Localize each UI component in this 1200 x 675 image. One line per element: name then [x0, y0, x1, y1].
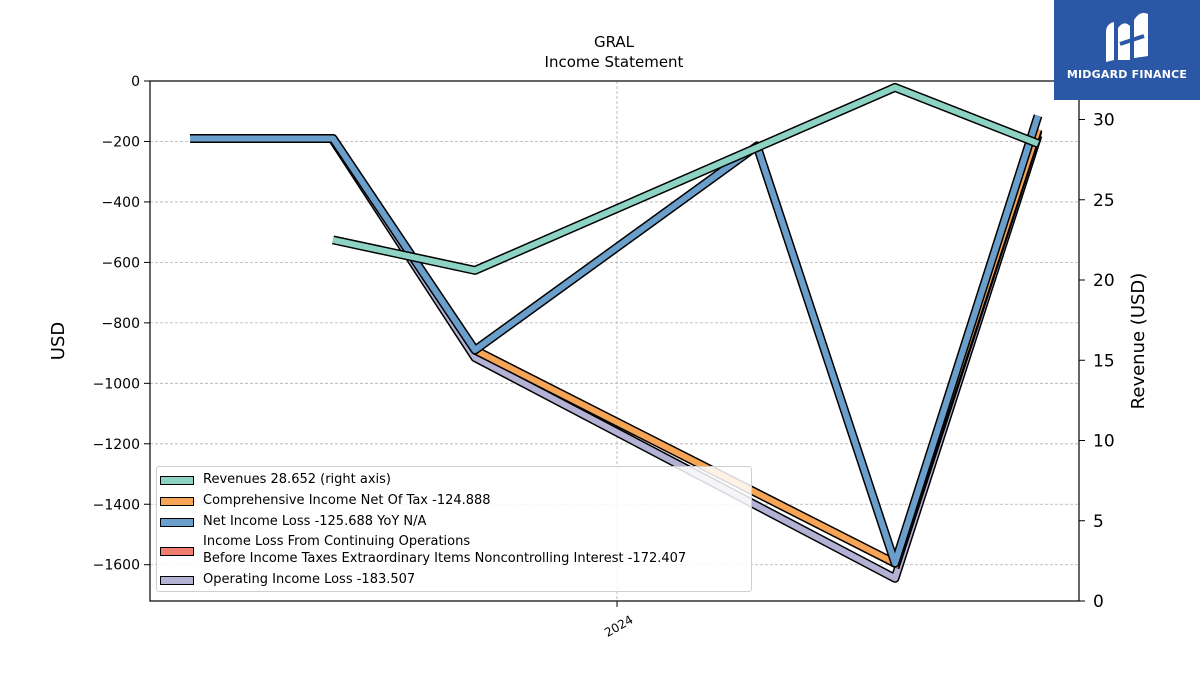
chart-subtitle: Income Statement	[545, 53, 684, 71]
y2-tick-label: 25	[1093, 191, 1115, 211]
y-tick-label: 0	[131, 74, 140, 90]
y2-tick-label: 20	[1093, 271, 1115, 291]
y2-tick-label: 30	[1093, 111, 1115, 131]
legend-label-line2: Before Income Taxes Extraordinary Items …	[203, 551, 687, 566]
y2-tick-label: 15	[1093, 351, 1115, 371]
series-stroke	[332, 84, 1040, 274]
legend-label: Operating Income Loss -183.507	[203, 572, 416, 587]
y-tick-label: −600	[102, 255, 140, 271]
chart-legend: Revenues 28.652 (right axis) Comprehensi…	[156, 466, 752, 592]
chart-title: GRAL	[594, 33, 635, 51]
net-income-loss-line	[190, 114, 1043, 568]
legend-label: Comprehensive Income Net Of Tax -124.888	[203, 493, 491, 508]
y2-tick-label: 0	[1093, 592, 1104, 612]
logo-text: MIDGARD FINANCE	[1066, 68, 1188, 81]
right-axis: 0 5 10 15 20 25 30	[1079, 111, 1115, 612]
midgard-finance-logo: MIDGARD FINANCE	[1054, 0, 1200, 100]
logo-mark-icon	[1106, 12, 1148, 62]
legend-label: Income Loss From Continuing Operations	[203, 534, 471, 549]
y-tick-label: −1400	[93, 497, 140, 513]
y-tick-label: −800	[102, 316, 140, 332]
y2-axis-label: Revenue (USD)	[1128, 273, 1149, 410]
y-tick-label: −400	[102, 195, 140, 211]
left-axis: 0 −200 −400 −600 −800 −1000 −1200 −1400 −1600	[93, 74, 150, 574]
x-tick-label: 2024	[602, 612, 635, 639]
legend-swatch	[160, 497, 194, 506]
y-axis-label: USD	[48, 322, 69, 360]
legend-label: Revenues 28.652 (right axis)	[203, 472, 392, 487]
legend-swatch	[160, 518, 194, 527]
y-tick-label: −1200	[93, 437, 140, 453]
series-stroke	[190, 114, 1041, 567]
x-axis: 2024	[602, 601, 636, 640]
legend-swatch	[160, 547, 194, 556]
y-tick-label: −1000	[93, 376, 140, 392]
y-tick-label: −1600	[93, 558, 140, 574]
y-tick-label: −200	[102, 134, 140, 150]
y2-tick-label: 5	[1093, 512, 1104, 532]
legend-swatch	[160, 476, 194, 485]
legend-swatch	[160, 576, 194, 585]
grid-lines	[150, 81, 1079, 601]
revenues-line	[332, 82, 1040, 275]
y2-tick-label: 10	[1093, 432, 1115, 452]
legend-label: Net Income Loss -125.688 YoY N/A	[203, 514, 427, 529]
plot-frame	[149, 80, 1080, 602]
